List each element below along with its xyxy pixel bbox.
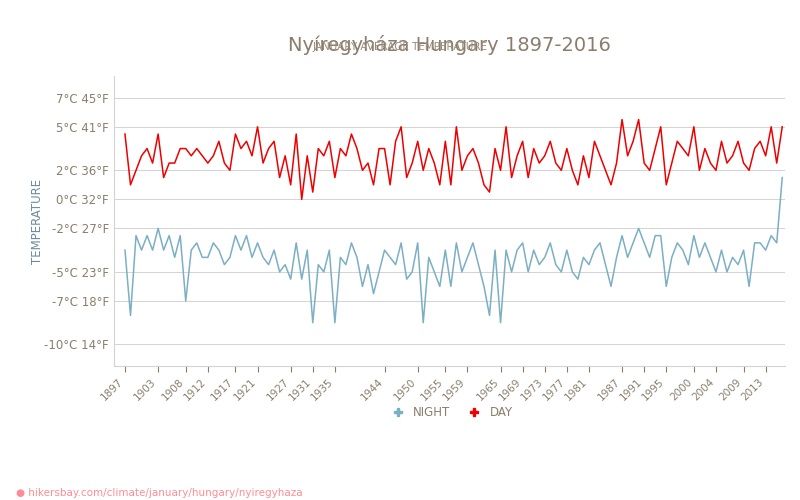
Legend: NIGHT, DAY: NIGHT, DAY [382, 402, 518, 424]
Title: Nyíregyháza Hungary 1897-2016: Nyíregyháza Hungary 1897-2016 [288, 35, 611, 55]
Text: JANUARY AVERAGE TEMPERATURE: JANUARY AVERAGE TEMPERATURE [313, 42, 487, 52]
Text: ● hikersbay.com/climate/january/hungary/nyiregyhaza: ● hikersbay.com/climate/january/hungary/… [16, 488, 302, 498]
Y-axis label: TEMPERATURE: TEMPERATURE [31, 178, 44, 264]
